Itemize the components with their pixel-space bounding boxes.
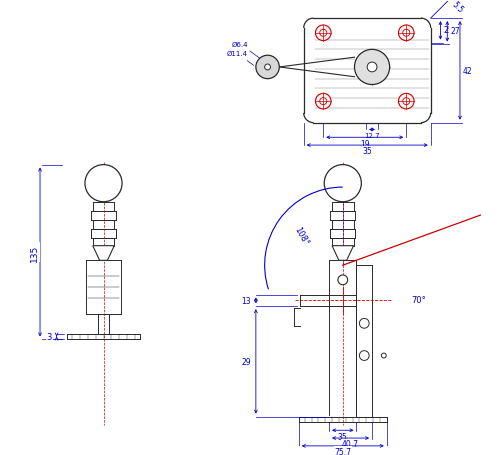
Circle shape xyxy=(338,275,347,285)
Circle shape xyxy=(316,94,331,110)
Polygon shape xyxy=(332,246,353,261)
Text: 135: 135 xyxy=(30,244,38,261)
Text: 108°: 108° xyxy=(293,225,310,247)
Circle shape xyxy=(324,165,362,202)
Circle shape xyxy=(398,94,414,110)
Text: 12.7: 12.7 xyxy=(364,133,380,139)
Text: 5.5: 5.5 xyxy=(450,0,465,15)
Text: 75.7: 75.7 xyxy=(334,447,351,455)
Polygon shape xyxy=(93,246,114,261)
Text: 3: 3 xyxy=(46,332,52,341)
Text: 35: 35 xyxy=(362,147,372,156)
Circle shape xyxy=(264,65,270,71)
Circle shape xyxy=(360,319,369,329)
Circle shape xyxy=(354,50,390,86)
Circle shape xyxy=(85,165,122,202)
Polygon shape xyxy=(304,19,430,123)
Circle shape xyxy=(316,26,331,41)
Text: 19: 19 xyxy=(360,139,370,148)
Text: Ø11.4: Ø11.4 xyxy=(226,51,254,66)
Circle shape xyxy=(256,56,280,80)
Text: 42: 42 xyxy=(463,67,472,76)
Text: 27: 27 xyxy=(450,27,460,36)
Circle shape xyxy=(398,26,414,41)
Text: 13: 13 xyxy=(242,296,251,305)
Circle shape xyxy=(367,63,377,73)
Text: 35: 35 xyxy=(338,432,347,440)
Circle shape xyxy=(320,30,327,37)
Circle shape xyxy=(382,354,386,358)
Text: Ø6.4: Ø6.4 xyxy=(232,41,266,63)
Text: 25: 25 xyxy=(444,26,453,35)
Circle shape xyxy=(320,98,327,106)
Text: 70°: 70° xyxy=(411,295,426,304)
Circle shape xyxy=(402,98,410,106)
Circle shape xyxy=(402,30,410,37)
Text: 40.7: 40.7 xyxy=(342,440,359,449)
Circle shape xyxy=(360,351,369,361)
Text: 29: 29 xyxy=(242,357,251,366)
